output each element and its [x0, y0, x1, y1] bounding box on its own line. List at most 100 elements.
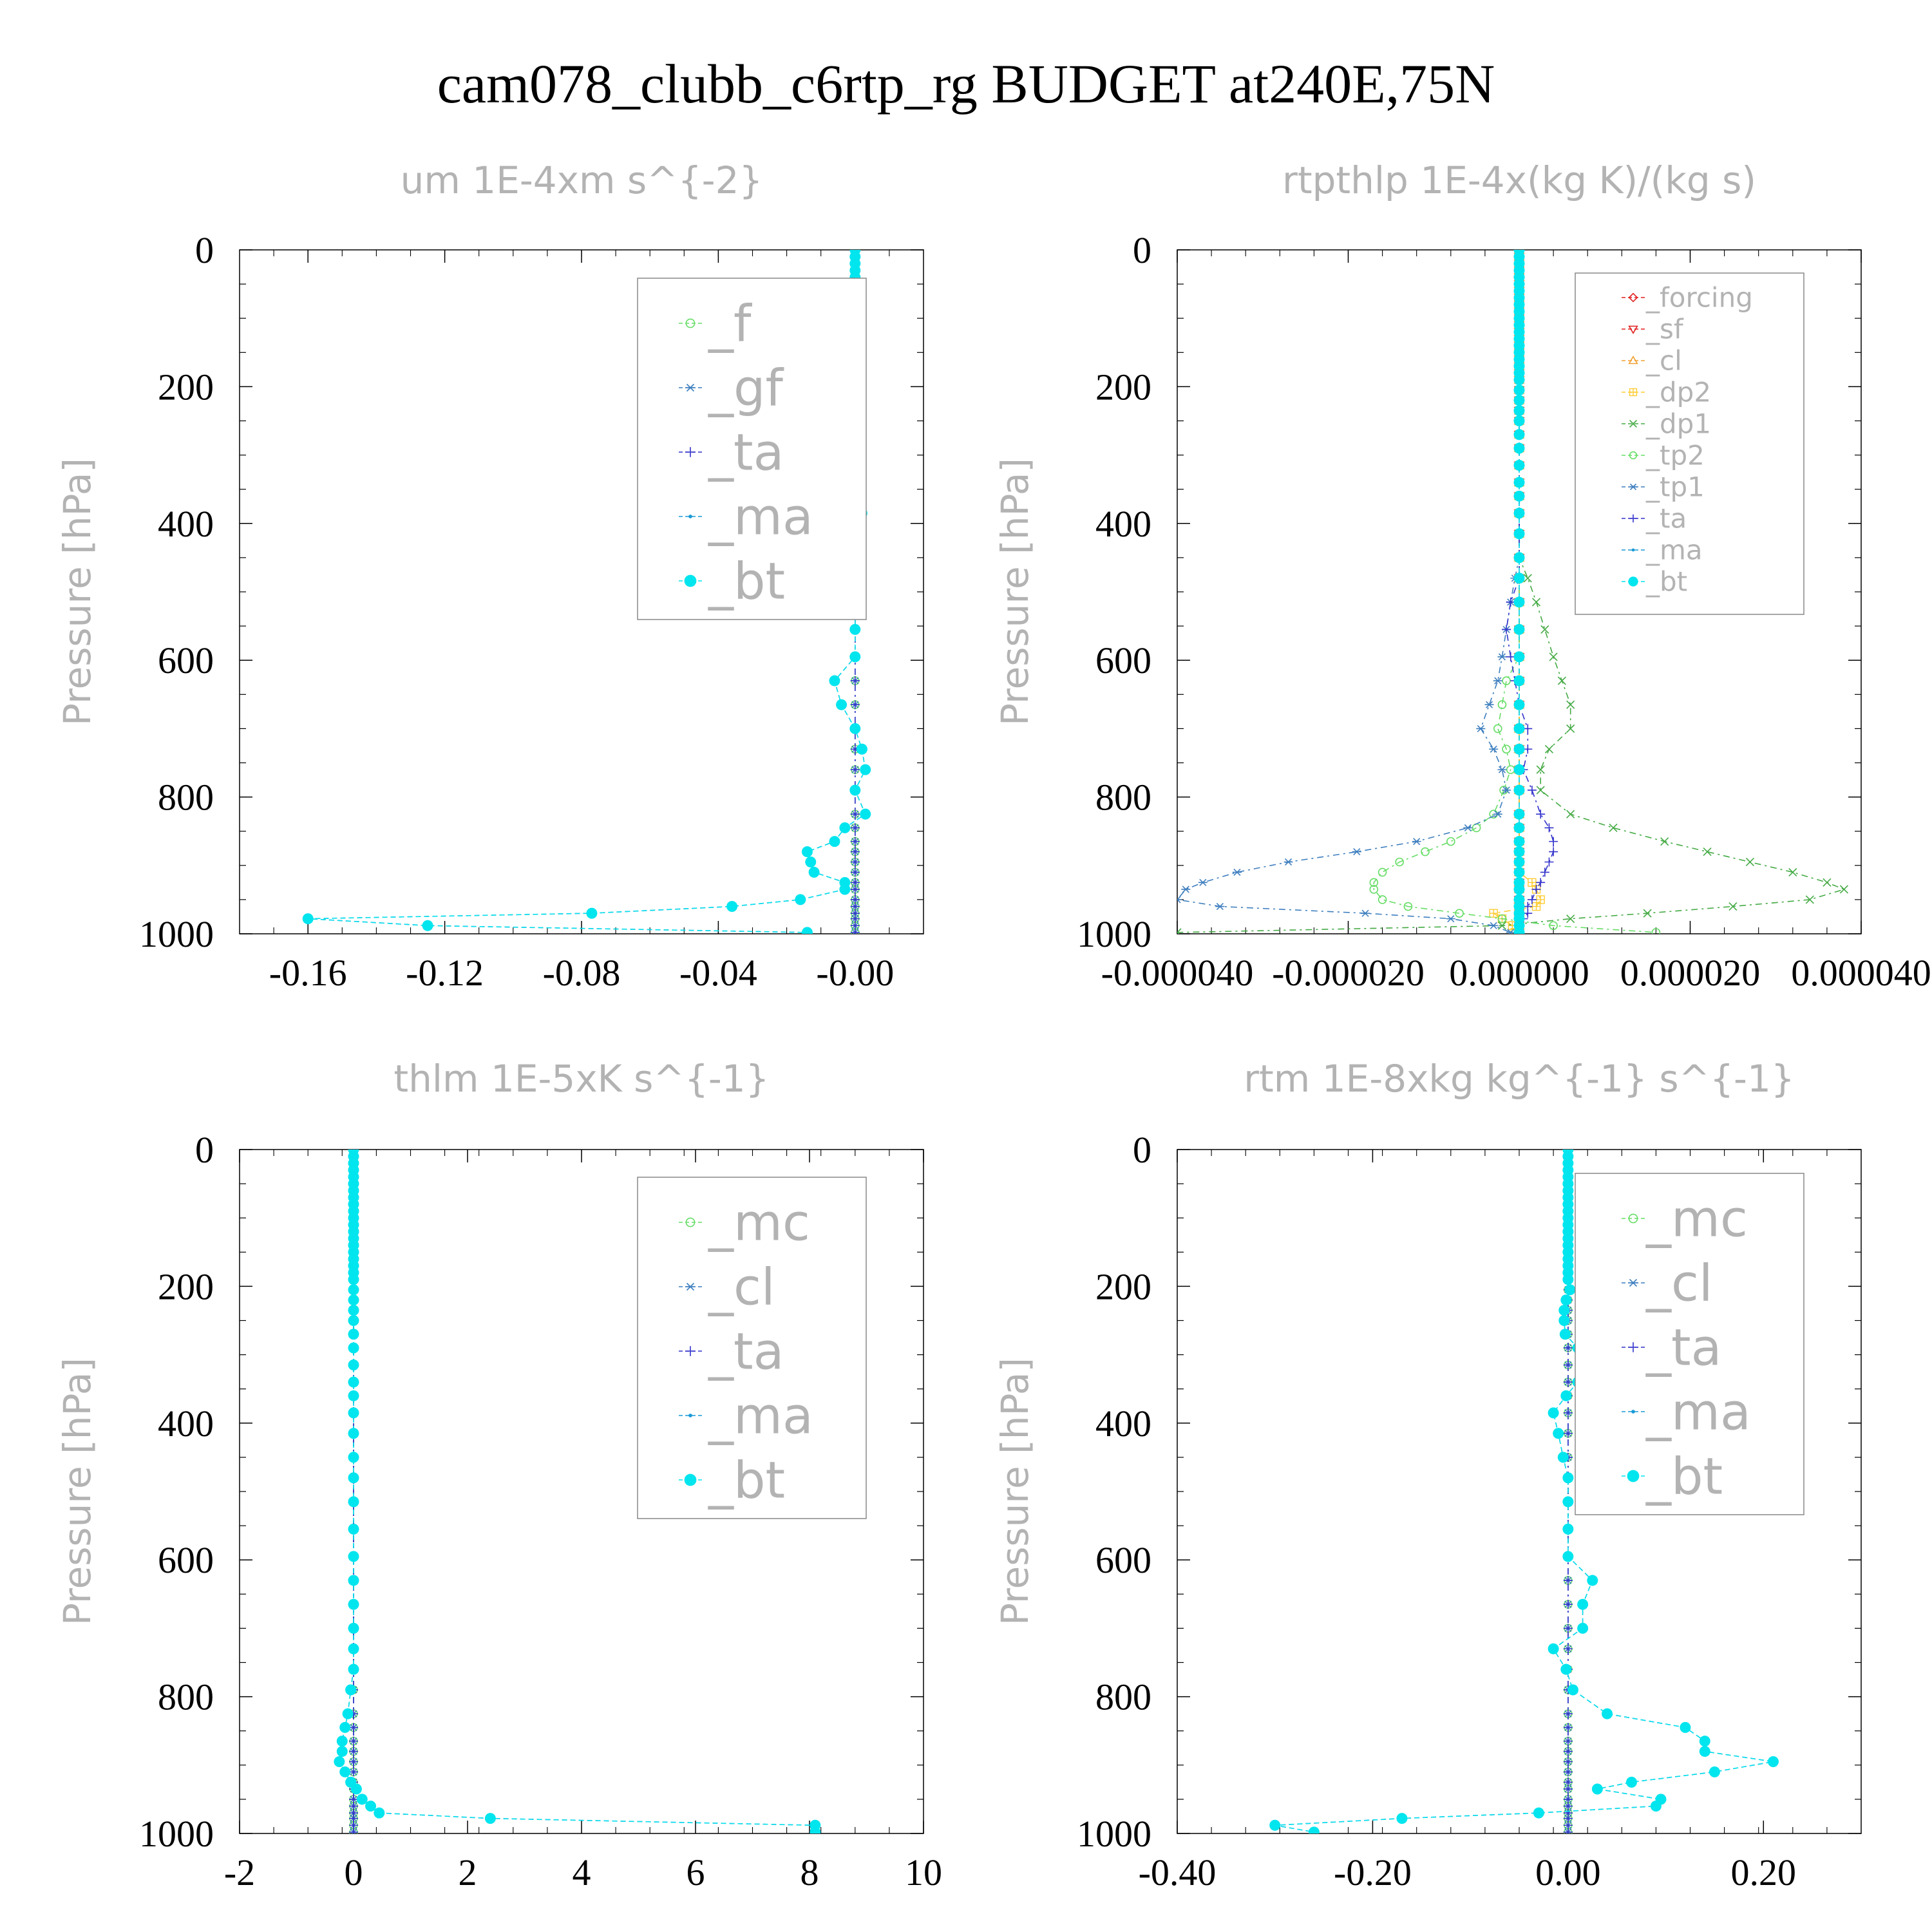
data-point: [1502, 676, 1511, 685]
data-point: [1455, 909, 1464, 918]
panel-title: rtm 1E-8xkg kg^{-1} s^{-1}: [1244, 1057, 1795, 1101]
data-point: [348, 1294, 359, 1306]
data-point: [1709, 1766, 1720, 1777]
data-point: [1378, 867, 1387, 877]
legend-label: _ma: [708, 1387, 813, 1445]
x-tick-label: 0.20: [1731, 1852, 1797, 1893]
data-point: [836, 699, 848, 710]
panel-title: rtpthlp 1E-4x(kg K)/(kg s): [1282, 158, 1756, 202]
data-point: [348, 1407, 359, 1419]
data-point: [850, 676, 860, 686]
data-point: [1489, 922, 1499, 929]
data-point: [1177, 928, 1182, 934]
data-point: [1527, 895, 1537, 904]
data-point: [1531, 902, 1541, 911]
data-point: [1352, 848, 1361, 856]
data-point: [1540, 625, 1549, 634]
y-tick-label: 1000: [1077, 1813, 1151, 1855]
data-point: [1544, 823, 1554, 833]
data-point: [1823, 878, 1832, 887]
data-point: [484, 1813, 496, 1824]
data-point: [1531, 884, 1541, 894]
data-point: [1533, 1807, 1544, 1819]
data-point: [1560, 1390, 1572, 1401]
y-tick-label: 400: [1095, 1403, 1151, 1444]
x-tick-label: 10: [905, 1852, 942, 1893]
data-point: [348, 1643, 359, 1654]
y-tick-label: 600: [158, 639, 214, 681]
legend-marker: [685, 1282, 696, 1291]
data-point: [1513, 846, 1525, 858]
data-point: [1523, 574, 1532, 583]
data-point: [339, 1721, 351, 1733]
legend-label: _gf: [708, 359, 784, 417]
y-tick-label: 200: [158, 1265, 214, 1307]
legend-label: _ta: [708, 1323, 784, 1381]
data-point: [1549, 652, 1558, 661]
data-point: [850, 837, 860, 846]
data-point: [1502, 786, 1511, 794]
data-point: [805, 856, 817, 867]
data-point: [348, 1472, 359, 1484]
data-point: [348, 1342, 359, 1354]
data-point: [1361, 909, 1370, 917]
data-point: [1762, 0, 1765, 2]
panel-title: thlm 1E-5xK s^{-1}: [393, 1057, 769, 1101]
data-point: [350, 1783, 362, 1795]
data-point: [1497, 914, 1507, 923]
data-point: [829, 675, 840, 687]
data-point: [1788, 867, 1797, 876]
data-point: [1497, 766, 1507, 773]
data-point: [348, 1575, 359, 1586]
legend-marker: [685, 383, 696, 392]
x-tick-label: -0.04: [679, 952, 757, 994]
data-point: [1563, 1784, 1573, 1794]
x-tick-label: -0.000020: [1272, 952, 1425, 994]
data-point: [342, 1708, 354, 1719]
data-point: [1651, 928, 1661, 934]
data-point: [1562, 1523, 1574, 1535]
data-point: [1536, 878, 1546, 887]
legend: _mc _cl _ta _ma _bt: [1575, 1173, 1804, 1515]
data-point: [1513, 866, 1525, 878]
data-point: [348, 1523, 359, 1535]
series-line: [1177, 250, 1846, 933]
data-point: [1513, 764, 1525, 775]
data-point: [1476, 724, 1486, 732]
legend-label: _cl: [708, 1258, 775, 1316]
data-point: [1553, 1428, 1564, 1439]
data-point: [1562, 1472, 1574, 1484]
data-point: [1513, 822, 1525, 833]
data-point: [1502, 744, 1511, 754]
data-point: [1523, 744, 1533, 754]
data-point: [1531, 598, 1541, 607]
data-point: [1513, 429, 1525, 440]
data-point: [1563, 1757, 1573, 1766]
data-point: [1513, 442, 1525, 454]
legend-label: _bt: [1645, 1448, 1723, 1506]
data-point: [1378, 895, 1387, 904]
data-point: [1563, 1343, 1573, 1352]
data-point: [1493, 724, 1502, 734]
data-point: [1703, 847, 1712, 857]
data-point: [839, 884, 851, 895]
data-point: [348, 1551, 359, 1562]
data-point: [1484, 701, 1494, 708]
legend-marker: [688, 515, 692, 518]
data-point: [1489, 745, 1499, 753]
legend-marker: [688, 1414, 692, 1417]
chart-panel-3: thlm 1E-5xK s^{-1} Pressure [hPa] 0 200 400 6…: [55, 1057, 942, 1893]
data-point: [1563, 1428, 1573, 1438]
data-point: [334, 1756, 345, 1767]
legend-label: _tp1: [1645, 471, 1705, 503]
data-point: [1563, 1747, 1573, 1756]
legend-label: _bt: [708, 553, 785, 611]
legend-label: _cl: [1645, 1255, 1713, 1312]
data-point: [1758, 0, 1769, 6]
data-point: [849, 784, 861, 796]
data-point: [1396, 1813, 1408, 1824]
data-point: [1523, 724, 1533, 734]
data-point: [850, 847, 860, 857]
data-point: [348, 1329, 359, 1340]
series-line: [1177, 250, 1520, 933]
